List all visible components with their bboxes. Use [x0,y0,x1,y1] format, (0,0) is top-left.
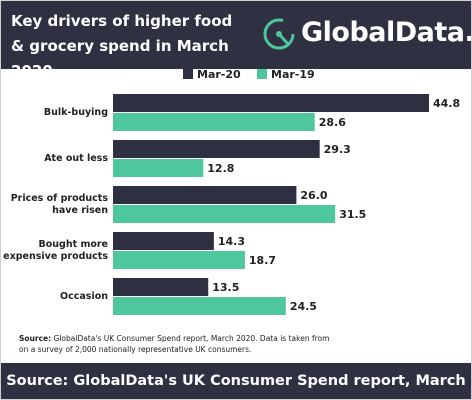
legend-swatch [183,69,193,79]
bar [113,94,429,112]
value-label: 18.7 [249,254,276,267]
value-label: 13.5 [212,281,239,294]
bar [113,140,320,158]
bar [113,232,214,250]
header: Key drivers of higher food & grocery spe… [1,1,472,80]
category-label: Ate out less [44,152,108,164]
value-label: 28.6 [319,116,346,129]
legend-label: Mar-19 [271,68,315,81]
value-label: 24.5 [290,300,317,313]
bar [113,159,204,177]
bar [113,278,209,296]
category-label: Bought more expensive products [3,238,108,262]
bar [113,297,286,315]
logo-text: GlobalData. [301,17,472,48]
note-label: Source: [19,334,52,343]
value-label: 31.5 [339,208,366,221]
category-label: Prices of products have risen [10,192,108,216]
value-label: 14.3 [218,235,245,248]
bar [113,205,336,223]
chart: Mar-20 Mar-19 44.8 28.6 29.3 12.8 26.0 31.5 14.3… [113,68,460,315]
category-label: Bulk-buying [43,106,108,118]
chart-title: Key drivers of higher food & grocery spe… [11,12,233,80]
value-label: 29.3 [324,143,351,156]
footer: Source: GlobalData's UK Consumer Spend r… [1,363,471,399]
source-note: Source: GlobalData's UK Consumer Spend r… [19,333,339,355]
logo-icon [263,18,295,50]
value-label: 26.0 [300,189,327,202]
value-label: 44.8 [433,97,460,110]
bar [113,251,245,269]
bar [113,186,297,204]
note-text: GlobalData's UK Consumer Spend report, M… [19,334,330,354]
bar [113,113,315,131]
category-label: Occasion [60,290,108,302]
legend-swatch [257,69,267,79]
legend-label: Mar-20 [197,68,241,81]
value-label: 12.8 [207,162,234,175]
